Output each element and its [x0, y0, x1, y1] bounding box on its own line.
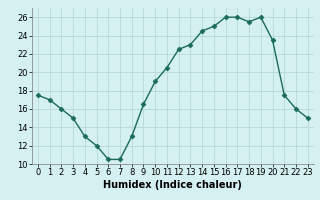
- X-axis label: Humidex (Indice chaleur): Humidex (Indice chaleur): [103, 180, 242, 190]
